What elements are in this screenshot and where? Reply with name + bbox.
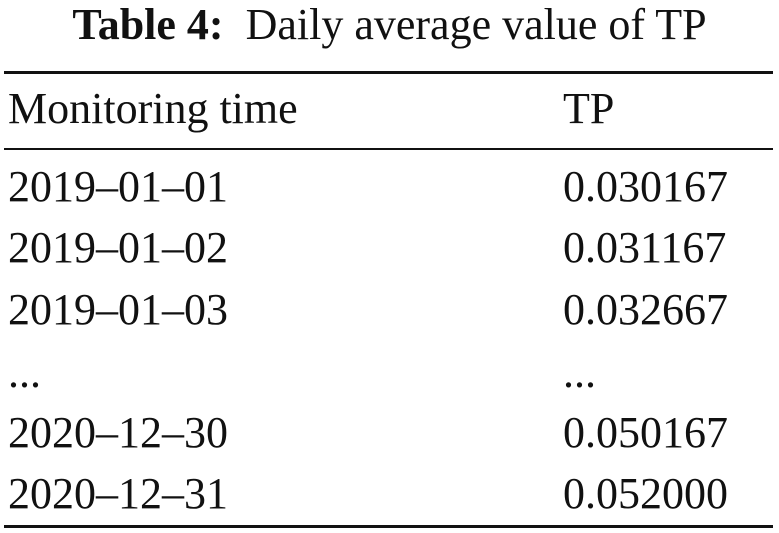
- table-caption: Table 4: Daily average value of TP: [0, 0, 779, 50]
- table-caption-text: Daily average value of TP: [245, 0, 707, 49]
- table-caption-label: Table 4:: [72, 0, 224, 49]
- row-1-time: 2019–01–01: [8, 162, 228, 211]
- row-6-time: 2020–12–31: [8, 469, 228, 518]
- row-2-time: 2019–01–02: [8, 223, 228, 272]
- row-5-time: 2020–12–30: [8, 408, 228, 457]
- table-bottom-rule: [4, 525, 773, 528]
- table-header-rule: [4, 148, 773, 150]
- row-3-tp: 0.032667: [563, 285, 728, 334]
- row-6-tp: 0.052000: [563, 469, 728, 518]
- row-ellipsis-time: ...: [8, 348, 41, 397]
- header-monitoring-time: Monitoring time: [8, 84, 298, 133]
- row-2-tp: 0.031167: [563, 223, 727, 272]
- row-1-tp: 0.030167: [563, 162, 728, 211]
- row-ellipsis-tp: ...: [563, 348, 596, 397]
- row-3-time: 2019–01–03: [8, 285, 228, 334]
- table-top-rule: [4, 71, 773, 74]
- header-tp: TP: [563, 84, 615, 133]
- row-5-tp: 0.050167: [563, 408, 728, 457]
